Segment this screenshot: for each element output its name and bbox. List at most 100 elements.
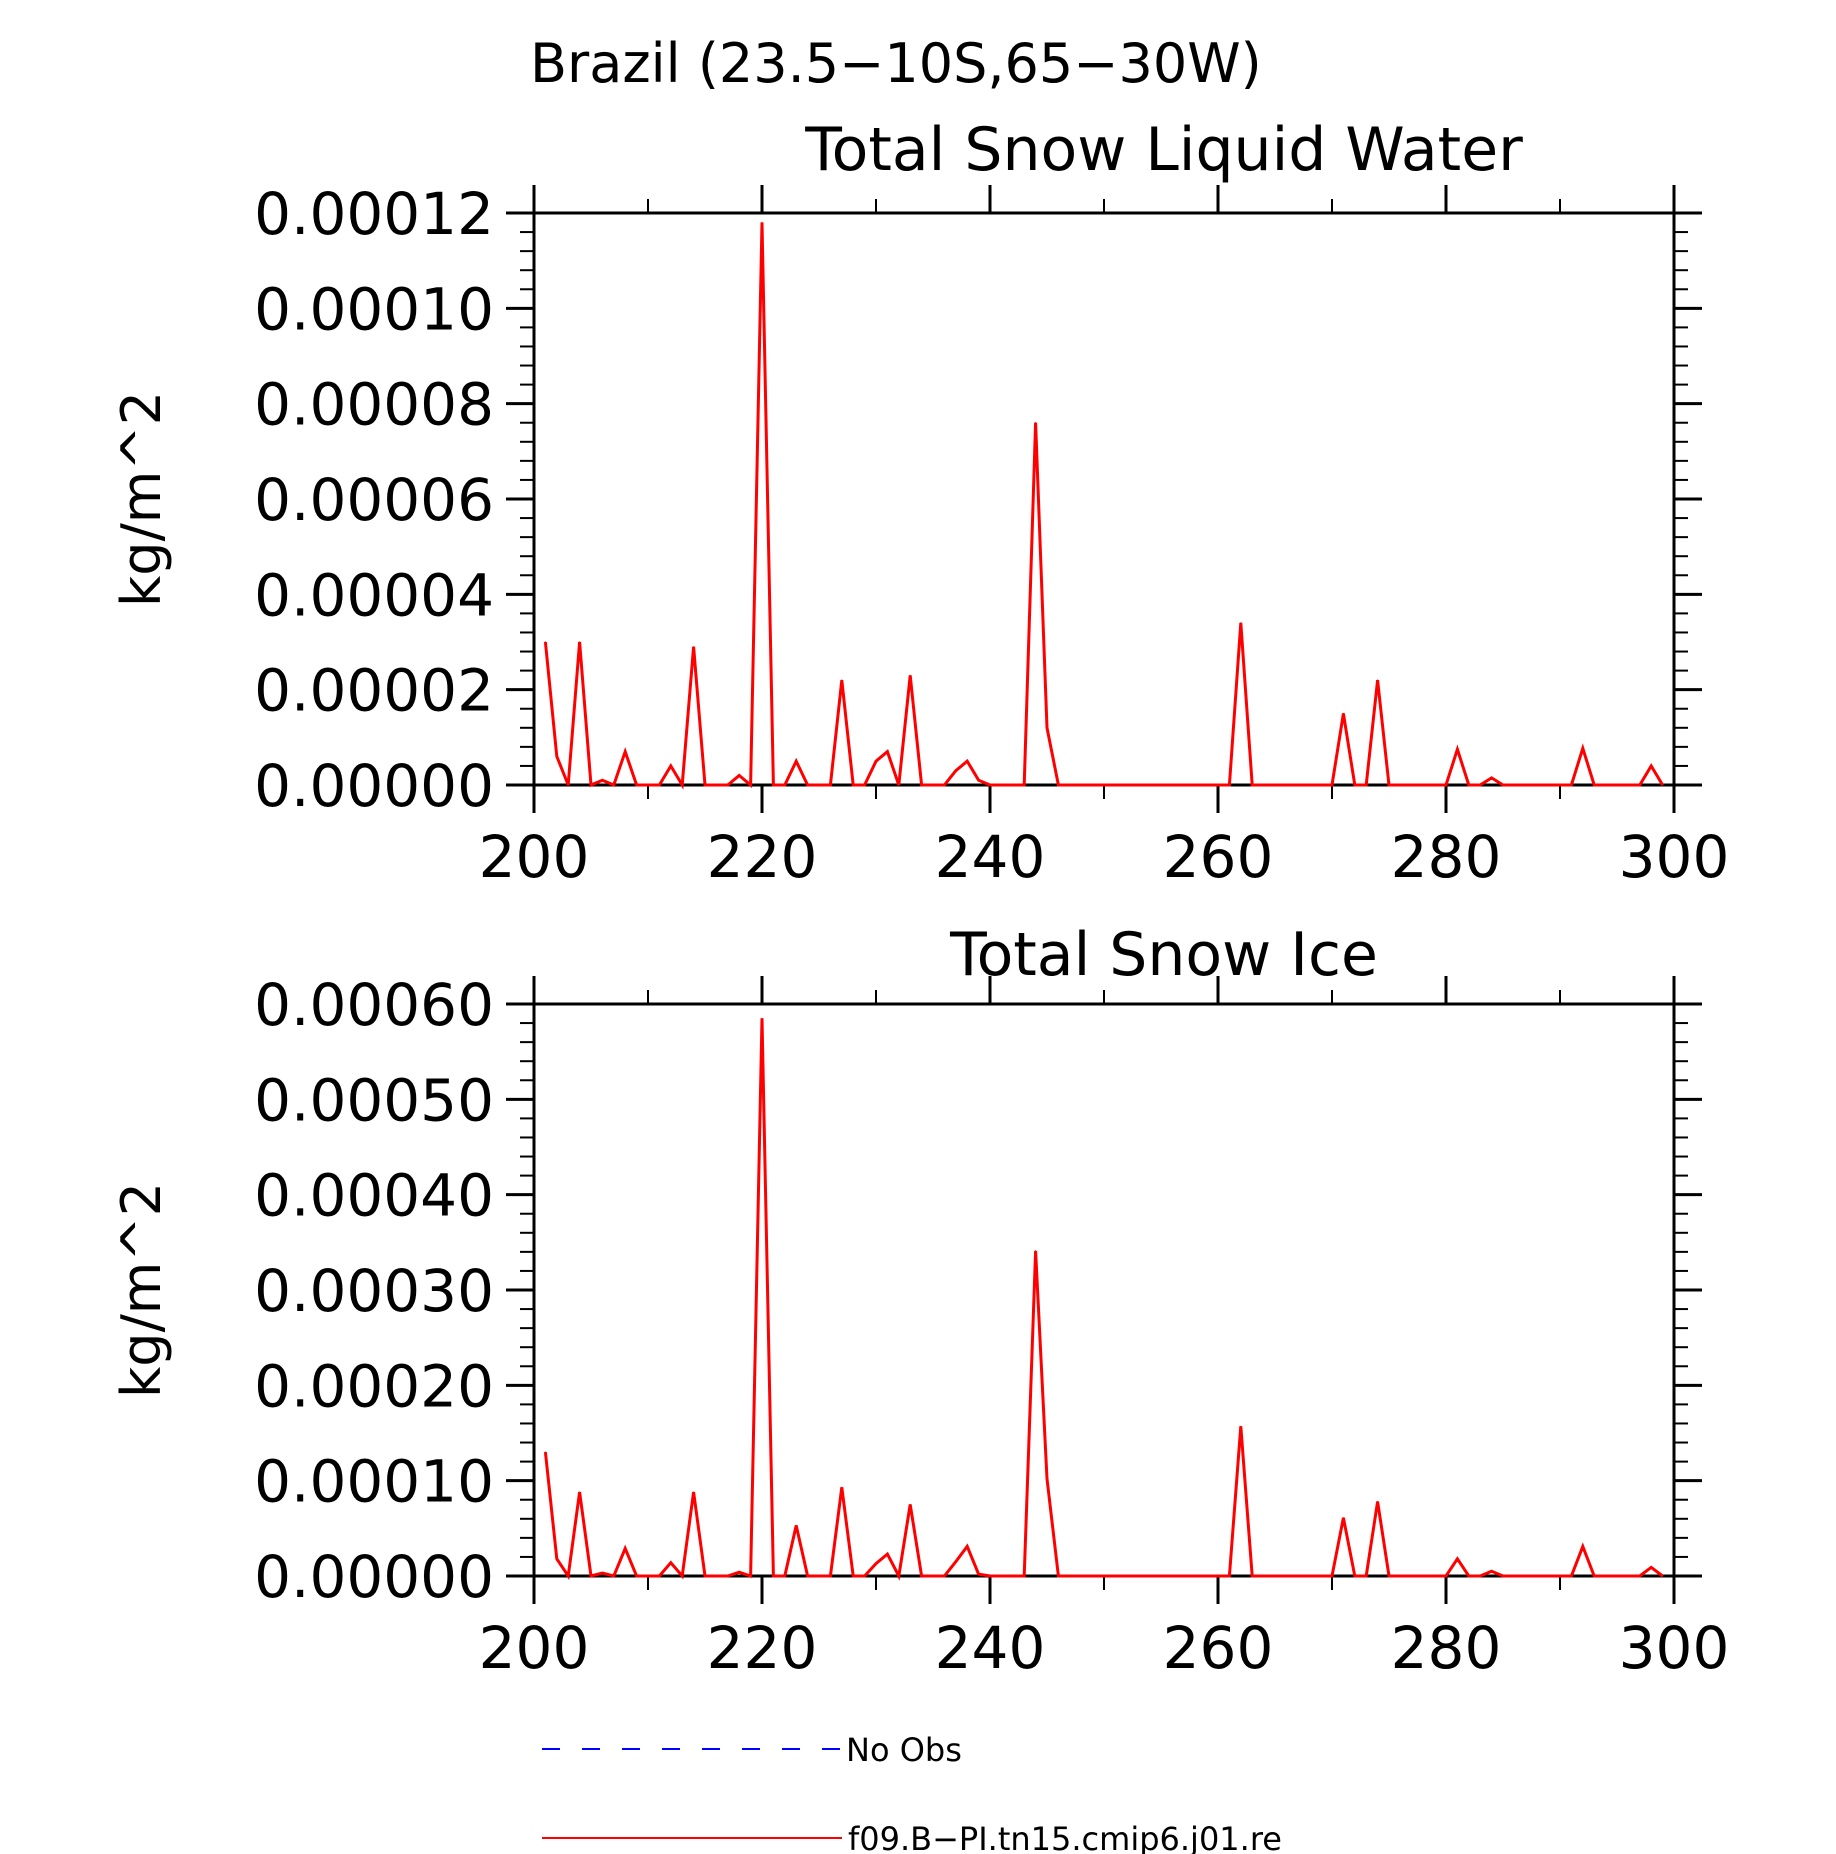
data-point <box>567 1575 569 1577</box>
y-axis-label: kg/m^2 <box>110 391 173 607</box>
data-point <box>1639 784 1641 786</box>
data-point <box>647 784 649 786</box>
data-point <box>921 784 923 786</box>
data-point <box>909 1503 911 1506</box>
data-point <box>1559 784 1561 786</box>
x-tick-label: 200 <box>479 1614 590 1682</box>
data-point <box>1035 1250 1037 1252</box>
data-point <box>681 784 683 786</box>
data-point <box>579 641 581 643</box>
data-point <box>795 760 797 762</box>
data-point <box>864 1575 866 1577</box>
x-tick-label: 280 <box>1391 1614 1502 1682</box>
data-point <box>670 1562 672 1564</box>
data-point <box>1536 1575 1538 1577</box>
data-point <box>658 784 661 786</box>
data-point <box>1331 784 1333 786</box>
data-point <box>1434 1575 1436 1577</box>
data-point <box>1137 1575 1139 1577</box>
x-tick-label: 200 <box>479 823 590 891</box>
panel-snow-liquid-water: Total Snow Liquid Water kg/m^2 200 220 240 26… <box>110 115 1729 891</box>
data-point <box>1114 784 1116 786</box>
data-point <box>1468 1575 1470 1577</box>
data-point <box>1240 622 1242 624</box>
y-tick-label: 0.00020 <box>254 1352 494 1420</box>
data-point <box>727 1575 729 1577</box>
data-point <box>1377 1501 1379 1503</box>
data-point <box>772 784 775 786</box>
data-point <box>1251 784 1253 786</box>
data-point <box>1491 777 1493 779</box>
x-tick-label: 260 <box>1163 823 1274 891</box>
data-point <box>601 779 604 781</box>
data-point <box>1057 784 1059 786</box>
data-point <box>932 784 934 786</box>
data-point <box>1456 1558 1458 1560</box>
data-point <box>1502 784 1504 786</box>
data-point <box>544 1451 547 1453</box>
data-point <box>1126 1575 1128 1577</box>
x-tick-label: 300 <box>1619 823 1730 891</box>
data-point <box>921 1575 923 1577</box>
data-point <box>829 1575 832 1577</box>
data-point <box>1126 784 1128 786</box>
data-point <box>955 1561 957 1563</box>
data-point <box>1012 784 1014 786</box>
data-point <box>738 1571 740 1573</box>
data-point <box>1468 784 1470 786</box>
data-point <box>1342 712 1344 715</box>
data-point <box>1525 1575 1527 1577</box>
y-tick-label: 0.00006 <box>254 466 494 534</box>
data-point <box>1297 1575 1299 1577</box>
data-point <box>1183 784 1185 786</box>
data-point <box>1479 1575 1481 1577</box>
y-tick-label: 0.00000 <box>254 1543 494 1611</box>
data-point <box>1023 1575 1025 1577</box>
y-tick-label: 0.00030 <box>254 1257 494 1325</box>
data-point <box>943 784 946 786</box>
y-tick-label: 0.00012 <box>254 180 494 248</box>
data-point <box>1399 1575 1401 1577</box>
panel-snow-ice: Total Snow Ice kg/m^2 200 220 240 260 280 300 0.… <box>110 920 1729 1682</box>
data-point <box>636 784 638 786</box>
data-point <box>1593 1575 1595 1577</box>
data-point <box>1548 1575 1550 1577</box>
data-point <box>1639 1575 1641 1577</box>
data-point <box>978 779 980 781</box>
data-point <box>852 1575 854 1577</box>
data-point <box>966 760 968 762</box>
data-point <box>590 784 592 786</box>
data-point <box>1570 1575 1572 1577</box>
y-axis-label: kg/m^2 <box>110 1182 173 1398</box>
data-point <box>1217 784 1219 786</box>
data-point <box>658 1575 661 1577</box>
data-point <box>579 1491 581 1493</box>
data-point <box>1513 784 1515 786</box>
y-tick-label: 0.00040 <box>254 1162 494 1230</box>
data-point <box>898 1575 900 1577</box>
data-point <box>1650 765 1652 767</box>
data-point <box>1285 1575 1287 1577</box>
data-point <box>1525 784 1527 786</box>
data-point <box>556 755 558 758</box>
data-point <box>715 784 718 786</box>
data-point <box>590 1575 592 1577</box>
data-point <box>624 751 626 753</box>
y-tick-label: 0.00010 <box>254 275 494 343</box>
data-point <box>1365 784 1367 786</box>
data-point <box>1206 784 1208 786</box>
y-tick-label: 0.00060 <box>254 971 494 1039</box>
data-point <box>567 784 569 786</box>
data-point <box>1422 1575 1424 1577</box>
data-point <box>807 1575 809 1577</box>
data-point <box>1092 784 1094 786</box>
data-point <box>875 760 877 762</box>
data-point <box>1616 784 1618 786</box>
data-point <box>818 784 820 786</box>
data-point <box>1308 784 1310 786</box>
data-point <box>852 784 854 786</box>
data-point <box>1263 1575 1265 1577</box>
data-point <box>1228 1575 1230 1577</box>
x-tick-label: 260 <box>1163 1614 1274 1682</box>
data-point <box>1035 422 1037 424</box>
